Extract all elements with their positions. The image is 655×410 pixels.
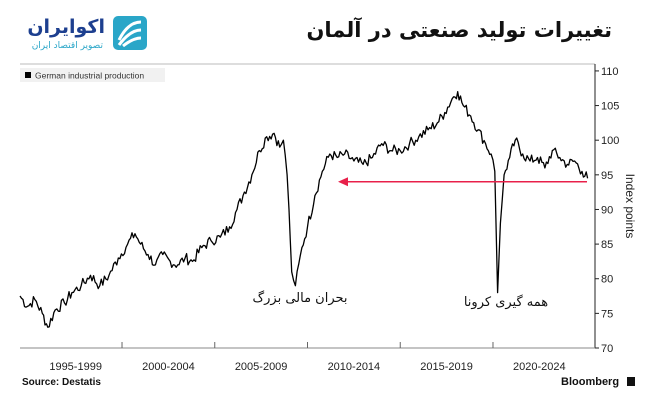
y-tick-label: 90 xyxy=(601,204,613,216)
brand-subtitle: تصویر اقتصاد ایران xyxy=(32,41,104,51)
y-tick-label: 100 xyxy=(601,135,619,147)
source-note: Source: Destatis xyxy=(22,377,101,388)
x-tick-label: 2005-2009 xyxy=(235,361,288,373)
x-tick-label: 2020-2024 xyxy=(513,361,566,373)
y-tick-label: 70 xyxy=(601,343,613,355)
brand-name: اکوایران xyxy=(27,16,105,38)
x-axis-ticks: 1995-1999 2000-2004 2005-2009 2010-2014 2015… xyxy=(49,342,566,373)
y-tick-label: 80 xyxy=(601,274,613,286)
legend-swatch xyxy=(25,72,31,78)
red-arrow xyxy=(338,177,587,187)
x-tick-label: 2010-2014 xyxy=(328,361,381,373)
arrow-head-icon xyxy=(338,177,348,187)
annotation-covid-pandemic: همه گیری کرونا xyxy=(464,294,548,310)
x-tick-label: 1995-1999 xyxy=(49,361,102,373)
x-tick-label: 2015-2019 xyxy=(420,361,473,373)
y-axis-ticks: 70 75 80 85 90 95 100 105 110 xyxy=(595,66,619,355)
legend-box xyxy=(20,68,165,82)
y-tick-label: 105 xyxy=(601,101,619,113)
bloomberg-mark-icon xyxy=(627,377,635,386)
annotation-financial-crisis: بحران مالی بزرگ xyxy=(252,289,347,306)
y-tick-label: 95 xyxy=(601,170,613,182)
chart-title: تغییرات تولید صنعتی در آلمان xyxy=(306,17,612,42)
ecoiran-logo: اکوایران تصویر اقتصاد ایران xyxy=(27,16,147,51)
y-axis-label: Index points xyxy=(623,174,637,239)
x-tick-label: 2000-2004 xyxy=(142,361,195,373)
y-tick-label: 85 xyxy=(601,239,613,251)
y-tick-label: 110 xyxy=(601,66,619,78)
bloomberg-brand: Bloomberg xyxy=(561,376,619,388)
logo-swoosh-icon xyxy=(117,20,142,48)
y-tick-label: 75 xyxy=(601,308,613,320)
legend-label: German industrial production xyxy=(35,71,144,81)
